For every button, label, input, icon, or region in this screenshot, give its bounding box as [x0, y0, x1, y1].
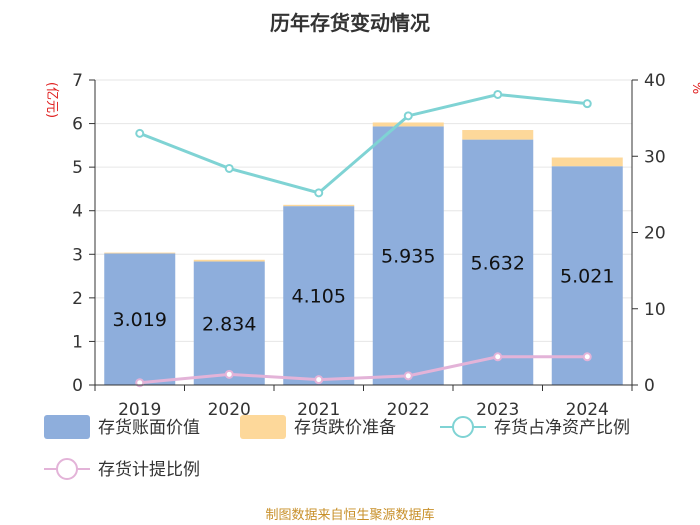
- bars: [104, 122, 623, 386]
- y-right-tick-label: 0: [644, 376, 655, 396]
- line-point: [403, 371, 413, 381]
- bar-impairment-reserve: [283, 204, 355, 207]
- legend-label: 存货占净资产比例: [494, 418, 630, 438]
- bar-value-label: 3.019: [113, 309, 167, 331]
- chart-title: 历年存货变动情况: [270, 11, 430, 35]
- axes: 0 1 2 3 4 5 6 7 0 10 20 30 40 2019 2020 2021 2022 2023 202…: [72, 71, 665, 420]
- bar-value-label: 4.105: [292, 286, 346, 308]
- legend-label: 存货跌价准备: [294, 418, 396, 438]
- bar-value-label: 5.632: [471, 252, 525, 274]
- y-right-tick-label: 10: [644, 300, 666, 320]
- y-left-tick-label: 0: [72, 376, 83, 396]
- bar-impairment-reserve: [193, 259, 265, 262]
- legend-swatch: [44, 415, 90, 439]
- legend-label: 存货账面价值: [98, 418, 200, 438]
- line-point: [314, 188, 324, 198]
- bar-inventory-value: [372, 126, 444, 386]
- legend-marker: [56, 458, 78, 480]
- x-tick-label: 2024: [566, 400, 609, 420]
- line-point: [224, 369, 234, 379]
- line-point: [224, 163, 234, 173]
- grid-lines: [95, 79, 632, 342]
- y-right-tick-label: 40: [644, 71, 666, 91]
- bar-inventory-value: [283, 206, 355, 385]
- bar-value-label: 5.935: [381, 246, 435, 268]
- legend-label: 存货计提比例: [98, 460, 200, 480]
- line-point: [582, 99, 592, 109]
- line-point: [314, 375, 324, 385]
- source-note: 制图数据来自恒生聚源数据库: [265, 507, 434, 523]
- bar-impairment-reserve: [104, 252, 176, 254]
- line-point: [135, 128, 145, 138]
- lines: [135, 89, 592, 388]
- legend-swatch: [240, 415, 286, 439]
- line-point: [582, 352, 592, 362]
- bar-value-labels: 3.019 2.834 4.105 5.935 5.632 5.021: [113, 246, 615, 336]
- bar-value-label: 5.021: [560, 266, 614, 288]
- x-tick-label: 2019: [118, 400, 161, 420]
- y-left-tick-label: 1: [72, 332, 83, 352]
- bar-impairment-reserve: [462, 130, 534, 140]
- bar-value-label: 2.834: [202, 313, 256, 335]
- bar-impairment-reserve: [372, 122, 444, 127]
- legend-marker: [452, 416, 474, 438]
- bar-inventory-value: [551, 166, 623, 385]
- line-point: [135, 378, 145, 388]
- y-left-tick-label: 6: [72, 115, 83, 135]
- y-left-tick-label: 4: [72, 202, 83, 222]
- x-tick-label: 2022: [387, 400, 430, 420]
- y-right-tick-label: 20: [644, 224, 666, 244]
- bar-inventory-value: [193, 261, 265, 385]
- bar-inventory-value: [104, 253, 176, 385]
- y-left-tick-label: 3: [72, 245, 83, 265]
- bar-impairment-reserve: [551, 157, 623, 167]
- y-left-tick-label: 5: [72, 158, 83, 178]
- y-left-tick-label: 2: [72, 289, 83, 309]
- y-left-tick-label: 7: [72, 71, 83, 91]
- x-tick-label: 2021: [297, 400, 340, 420]
- line-provision-ratio: [139, 355, 588, 385]
- y-left-unit: (亿元): [44, 82, 59, 118]
- line-point: [493, 352, 503, 362]
- line-net-asset-ratio: [139, 92, 588, 195]
- line-point: [493, 89, 503, 99]
- x-tick-label: 2023: [476, 400, 519, 420]
- bar-inventory-value: [462, 139, 534, 385]
- y-right-unit: %: [689, 82, 700, 94]
- y-right-tick-label: 30: [644, 147, 666, 167]
- x-tick-label: 2020: [208, 400, 251, 420]
- line-point: [403, 111, 413, 121]
